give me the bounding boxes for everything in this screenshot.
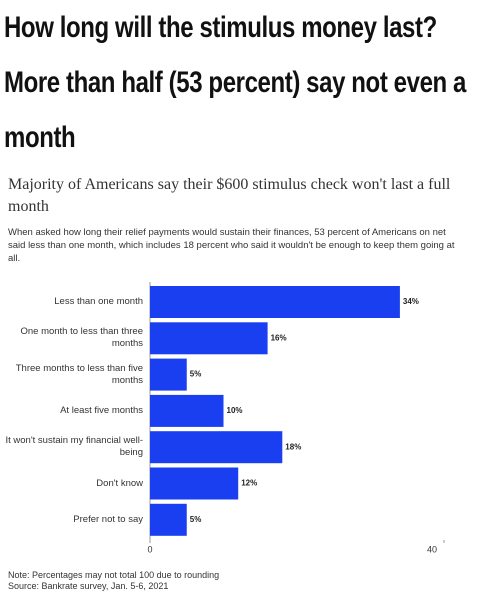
x-tick-label: 0 (147, 544, 152, 554)
category-label: Three months to less than five months (15, 362, 143, 386)
category-label: Less than one month (54, 296, 143, 307)
value-label: 12% (241, 479, 257, 488)
note: Source: Bankrate survey, Jan. 5-6, 2021 (8, 581, 169, 591)
bar (150, 394, 224, 427)
headline: How long will the stimulus money last? M… (4, 11, 466, 154)
bar (150, 322, 268, 355)
bar (150, 358, 187, 391)
category-label: It won't sustain my financial well-being (5, 435, 143, 459)
value-label: 16% (271, 333, 287, 342)
category-label: Prefer not to say (73, 513, 143, 525)
value-label: 18% (285, 442, 301, 451)
value-label: 10% (227, 406, 243, 415)
value-label: 5% (190, 515, 202, 524)
bar (150, 467, 239, 500)
value-label: 5% (190, 370, 202, 379)
chart-subtitle: When asked how long their relief payment… (8, 227, 455, 264)
category-label: Don't know (96, 477, 143, 489)
bar (150, 431, 283, 464)
bar (150, 503, 187, 536)
bar (150, 286, 400, 318)
category-label: At least five months (60, 404, 143, 416)
value-label: 34% (403, 297, 419, 306)
chart-title: Majority of Americans say their $600 sti… (8, 176, 451, 215)
category-label: One month to less than three months (20, 326, 143, 350)
note: Note: Percentages may not total 100 due … (8, 570, 220, 580)
x-tick-label: 40 (427, 544, 437, 554)
